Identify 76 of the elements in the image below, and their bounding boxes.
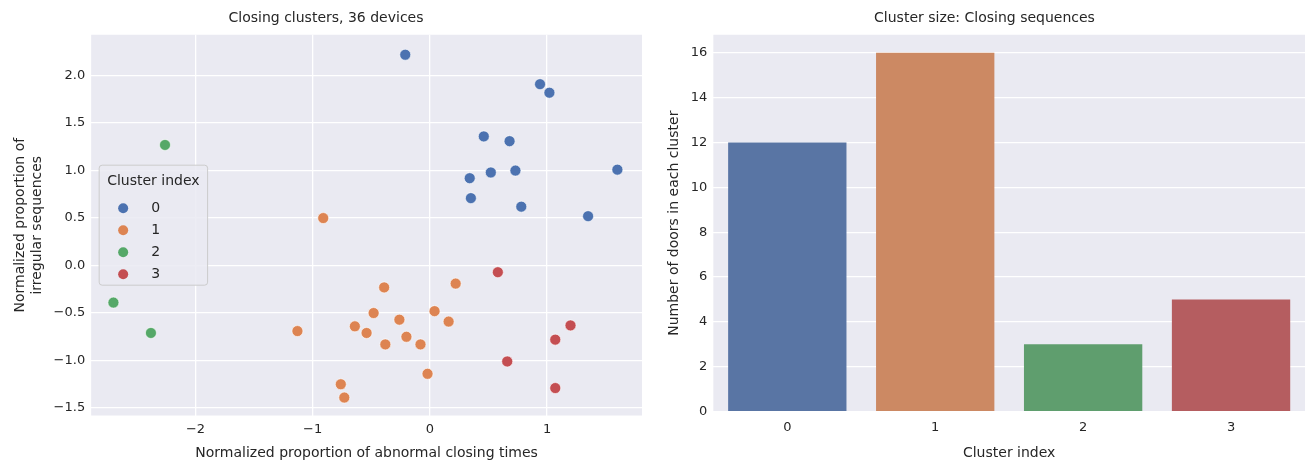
point [360, 327, 373, 339]
x-tick-label: 0 [425, 420, 435, 436]
x-tick-label: 0 [783, 418, 792, 434]
legend-label: 1 [151, 220, 161, 237]
point [399, 48, 412, 61]
chart-title: Closing clusters, 36 devices [228, 9, 424, 26]
y-tick-label: 0.0 [64, 256, 86, 272]
y-axis-title: Number of doors in each cluster [665, 110, 682, 336]
point [492, 266, 504, 279]
point [543, 86, 556, 99]
y-tick-label: 0.5 [64, 209, 86, 225]
bar [728, 142, 847, 411]
point [564, 319, 577, 332]
x-tick-label: 1 [931, 418, 940, 434]
point [335, 378, 347, 391]
point [449, 277, 462, 290]
x-tick-label: 1 [542, 420, 552, 436]
point [400, 330, 413, 343]
point [421, 368, 434, 380]
bar [1171, 299, 1291, 411]
x-axis-title: Cluster index [962, 444, 1056, 461]
y-tick-label: 8 [699, 223, 708, 239]
y-tick-label: 16 [690, 44, 708, 60]
point [549, 382, 562, 394]
y-tick-label: 10 [690, 178, 708, 194]
legend-title: Cluster index [107, 171, 200, 188]
point [378, 281, 390, 294]
y-tick-label: 14 [690, 88, 708, 104]
x-tick-label: 3 [1226, 418, 1236, 434]
point [515, 200, 528, 213]
y-tick-label: 1.5 [64, 114, 86, 130]
point [317, 212, 330, 224]
point [442, 315, 455, 328]
x-axis-title: Normalized proportion of abnormal closing times [195, 444, 538, 461]
point [463, 172, 476, 184]
y-tick-label: −1.5 [53, 399, 86, 415]
y-axis-title: Normalized proportion of irregular sequences [11, 136, 44, 313]
point [428, 305, 441, 317]
point [501, 355, 514, 368]
point [338, 391, 351, 404]
y-tick-label: 1.0 [64, 161, 86, 177]
point [465, 192, 477, 204]
point [145, 327, 157, 339]
y-tick-label: 2.0 [64, 67, 86, 83]
x-tick-label: −2 [185, 420, 206, 436]
legend-label: 3 [151, 264, 161, 281]
legend-label: 0 [151, 198, 161, 215]
point [549, 333, 562, 346]
y-tick-label: 0 [699, 402, 708, 418]
y-tick-label: −0.5 [53, 304, 86, 320]
point [477, 130, 490, 143]
chart-title: Cluster size: Closing sequences [874, 9, 1095, 26]
point [582, 210, 594, 222]
point [485, 166, 497, 179]
point [349, 320, 361, 333]
point [107, 296, 120, 309]
point [159, 139, 171, 151]
point [509, 164, 522, 177]
y-tick-label: 12 [690, 133, 708, 149]
point [367, 307, 380, 319]
point [503, 135, 516, 147]
point [291, 325, 304, 337]
point [379, 338, 392, 351]
y-tick-label: 4 [699, 313, 708, 329]
legend-label: 2 [151, 242, 161, 259]
x-tick-label: −1 [303, 420, 323, 436]
point [534, 78, 546, 90]
point [611, 163, 624, 176]
y-tick-label: 2 [699, 358, 708, 374]
bar [1023, 344, 1143, 411]
point [414, 338, 427, 351]
point [393, 313, 406, 326]
bar [876, 52, 995, 411]
x-tick-label: 2 [1078, 418, 1088, 434]
y-tick-label: 6 [699, 268, 708, 284]
y-tick-label: −1.0 [53, 351, 86, 367]
